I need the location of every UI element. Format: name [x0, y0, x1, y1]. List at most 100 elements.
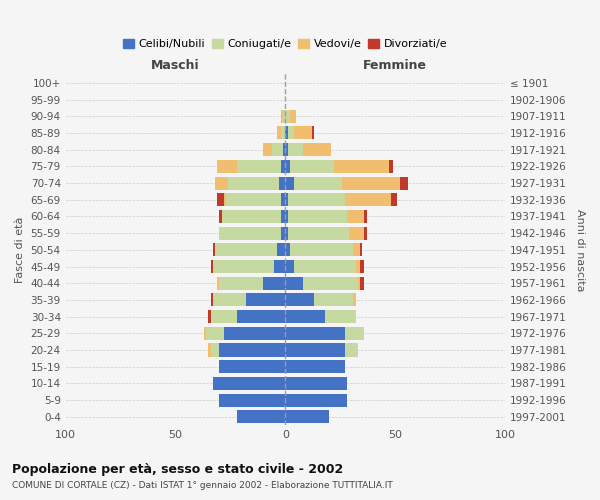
Bar: [286, 377, 347, 390]
Bar: [211, 260, 213, 273]
Bar: [343, 176, 400, 190]
Bar: [213, 377, 286, 390]
Bar: [344, 193, 391, 206]
Y-axis label: Fasce di età: Fasce di età: [15, 216, 25, 283]
Bar: [286, 360, 344, 373]
Bar: [213, 294, 246, 306]
Bar: [286, 394, 347, 406]
Bar: [277, 244, 286, 256]
Bar: [283, 143, 286, 156]
Bar: [228, 176, 279, 190]
Bar: [286, 143, 287, 156]
Bar: [215, 244, 277, 256]
Bar: [391, 193, 397, 206]
Bar: [226, 193, 281, 206]
Bar: [220, 360, 286, 373]
Y-axis label: Anni di nascita: Anni di nascita: [575, 208, 585, 291]
Bar: [286, 410, 329, 424]
Bar: [220, 276, 263, 289]
Bar: [272, 143, 283, 156]
Bar: [246, 294, 286, 306]
Bar: [215, 176, 228, 190]
Bar: [303, 143, 331, 156]
Bar: [286, 110, 290, 122]
Bar: [213, 260, 274, 273]
Bar: [349, 226, 364, 239]
Bar: [360, 276, 364, 289]
Bar: [211, 310, 237, 323]
Bar: [287, 226, 349, 239]
Bar: [221, 210, 281, 223]
Bar: [224, 327, 286, 340]
Bar: [263, 143, 272, 156]
Bar: [334, 160, 389, 173]
Bar: [217, 160, 237, 173]
Bar: [220, 394, 286, 406]
Bar: [358, 276, 360, 289]
Bar: [287, 193, 344, 206]
Bar: [208, 310, 211, 323]
Text: Femmine: Femmine: [363, 59, 427, 72]
Text: Popolazione per età, sesso e stato civile - 2002: Popolazione per età, sesso e stato civil…: [12, 462, 343, 475]
Bar: [286, 344, 344, 356]
Bar: [290, 110, 296, 122]
Bar: [217, 193, 224, 206]
Bar: [211, 344, 220, 356]
Bar: [237, 410, 286, 424]
Bar: [294, 126, 312, 140]
Bar: [294, 260, 356, 273]
Bar: [279, 176, 286, 190]
Bar: [286, 294, 314, 306]
Bar: [283, 110, 286, 122]
Bar: [287, 126, 294, 140]
Bar: [286, 193, 287, 206]
Bar: [290, 160, 334, 173]
Bar: [220, 344, 286, 356]
Bar: [353, 294, 356, 306]
Bar: [206, 327, 224, 340]
Bar: [290, 244, 353, 256]
Text: COMUNE DI CORTALE (CZ) - Dati ISTAT 1° gennaio 2002 - Elaborazione TUTTITALIA.IT: COMUNE DI CORTALE (CZ) - Dati ISTAT 1° g…: [12, 481, 393, 490]
Bar: [286, 160, 290, 173]
Text: Maschi: Maschi: [151, 59, 200, 72]
Bar: [294, 176, 343, 190]
Bar: [281, 193, 286, 206]
Bar: [211, 294, 213, 306]
Bar: [281, 160, 286, 173]
Bar: [286, 210, 287, 223]
Bar: [237, 310, 286, 323]
Bar: [364, 226, 367, 239]
Bar: [281, 226, 286, 239]
Bar: [312, 126, 314, 140]
Bar: [237, 160, 281, 173]
Bar: [220, 226, 281, 239]
Bar: [281, 110, 283, 122]
Bar: [344, 344, 358, 356]
Bar: [400, 176, 409, 190]
Bar: [277, 126, 281, 140]
Bar: [314, 294, 353, 306]
Bar: [220, 210, 221, 223]
Bar: [281, 126, 286, 140]
Bar: [287, 143, 303, 156]
Bar: [360, 260, 364, 273]
Bar: [360, 244, 362, 256]
Bar: [389, 160, 393, 173]
Bar: [263, 276, 286, 289]
Bar: [286, 260, 294, 273]
Bar: [217, 276, 220, 289]
Bar: [213, 244, 215, 256]
Bar: [286, 276, 303, 289]
Bar: [287, 210, 347, 223]
Bar: [286, 126, 287, 140]
Bar: [286, 176, 294, 190]
Bar: [274, 260, 286, 273]
Bar: [208, 344, 211, 356]
Bar: [347, 210, 364, 223]
Bar: [303, 276, 358, 289]
Legend: Celibi/Nubili, Coniugati/e, Vedovi/e, Divorziati/e: Celibi/Nubili, Coniugati/e, Vedovi/e, Di…: [119, 34, 452, 54]
Bar: [224, 193, 226, 206]
Bar: [286, 327, 344, 340]
Bar: [286, 244, 290, 256]
Bar: [286, 310, 325, 323]
